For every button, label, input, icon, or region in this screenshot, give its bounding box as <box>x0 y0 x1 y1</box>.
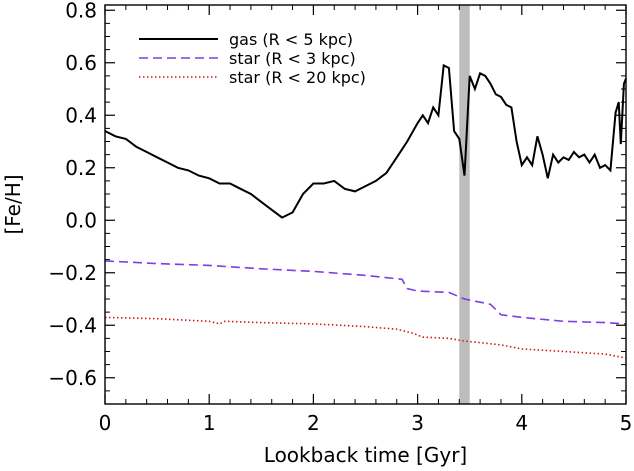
y-tick-label: 0.4 <box>65 103 97 127</box>
plot-frame <box>104 4 627 405</box>
x-tick-label: 2 <box>307 411 320 435</box>
legend-label: star (R < 3 kpc) <box>229 49 356 68</box>
x-tick-label: 0 <box>99 411 112 435</box>
series-line-2 <box>104 260 627 325</box>
y-tick-label: 0.6 <box>65 51 97 75</box>
x-tick-label: 1 <box>203 411 216 435</box>
x-tick-label: 3 <box>411 411 424 435</box>
y-axis-label: [Fe/H] <box>1 174 25 234</box>
y-tick-label: 0.0 <box>65 208 97 232</box>
highlight-band <box>459 5 470 404</box>
series-line-3 <box>104 316 627 359</box>
y-tick-label: −0.6 <box>48 366 97 390</box>
series-layer <box>104 63 627 359</box>
legend-label: star (R < 20 kpc) <box>229 68 366 87</box>
y-tick-label: 0.2 <box>65 156 97 180</box>
x-axis-label: Lookback time [Gyr] <box>264 443 467 467</box>
y-tick-label: −0.4 <box>48 313 97 337</box>
x-tick-label: 4 <box>515 411 528 435</box>
y-tick-label: 0.8 <box>65 0 97 22</box>
legend-label: gas (R < 5 kpc) <box>229 30 353 49</box>
x-tick-label: 5 <box>620 411 633 435</box>
y-tick-label: −0.2 <box>48 261 97 285</box>
axes: 0 1 2 3 4 5 −0.6 −0.4 −0.2 0.0 0.2 0.4 0.6 0.8 <box>48 0 632 435</box>
series-line-1 <box>104 63 627 219</box>
legend: gas (R < 5 kpc)star (R < 3 kpc)star (R <… <box>139 30 366 87</box>
